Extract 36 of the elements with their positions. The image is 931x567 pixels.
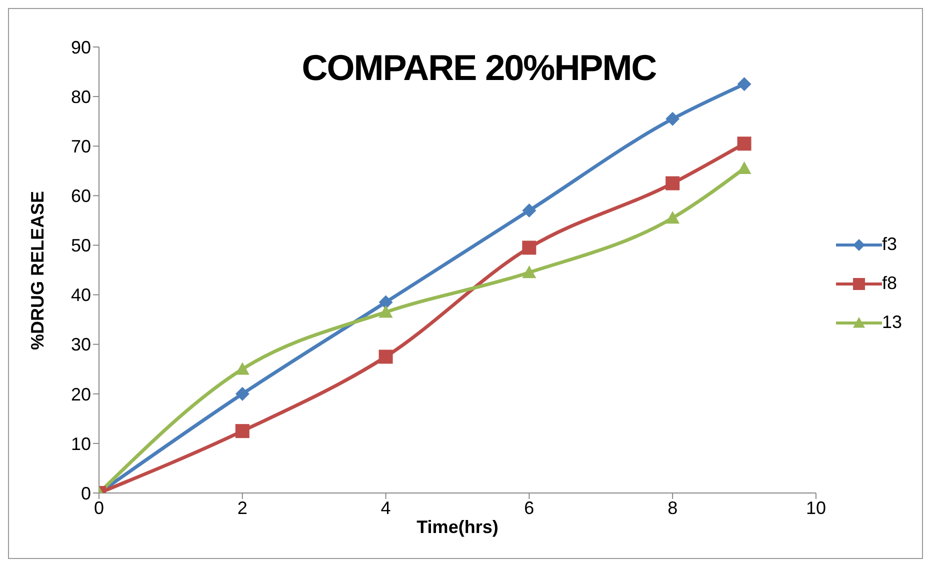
point [378,295,393,310]
y-tick-label: 70 [70,136,91,156]
point [378,350,393,364]
point [378,305,393,318]
x-tick-label: 10 [806,498,826,518]
point [737,77,752,92]
point [522,240,536,255]
point [737,136,752,151]
point [235,362,250,375]
y-tick-label: 40 [70,285,91,306]
x-axis-title: Time(hrs) [416,517,498,537]
point [666,210,680,224]
y-tick-label: 90 [70,37,91,58]
x-tick-label: 6 [524,498,534,518]
point [522,204,536,218]
y-tick-label: 50 [70,236,91,256]
point [235,424,250,438]
x-tick-label: 4 [380,498,391,518]
x-tick-label: 8 [668,498,678,518]
point [235,386,250,401]
chart-title: COMPARE 20%HPMC [300,47,658,89]
legend-label: f3 [882,234,897,255]
y-tick-label: 20 [70,384,91,404]
y-axis-title: %DRUG RELEASE [27,190,48,350]
y-tick-label: 80 [70,86,91,107]
x-tick-label: 0 [94,498,104,518]
y-tick-label: 0 [80,483,91,504]
point [666,176,680,190]
y-tick-label: 60 [70,186,91,206]
point [666,112,680,126]
x-tick-label: 2 [237,498,248,518]
legend-label: f8 [882,273,897,294]
legend-label: 13 [882,312,902,333]
y-tick-label: 10 [70,434,91,454]
point [522,265,536,278]
y-tick-label: 30 [70,334,91,355]
